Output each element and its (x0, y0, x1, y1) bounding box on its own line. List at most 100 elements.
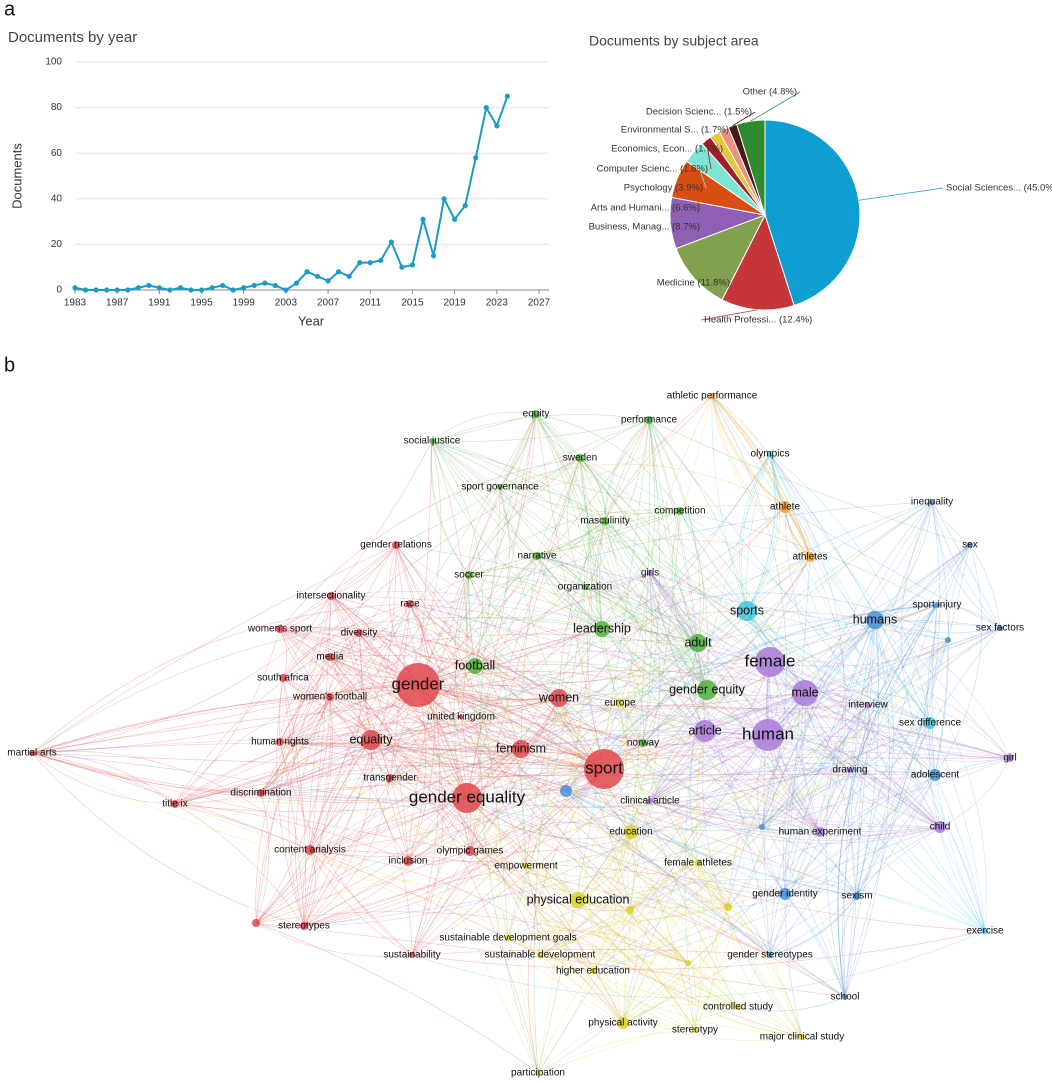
edge (536, 555, 603, 630)
edge (931, 501, 1001, 629)
edge (804, 692, 857, 998)
edge (466, 413, 537, 799)
edge (649, 572, 806, 694)
edge (648, 419, 971, 546)
edge (409, 603, 739, 1008)
edge (761, 722, 931, 828)
edge (431, 440, 699, 644)
edge (737, 996, 846, 1012)
edge (929, 722, 986, 932)
edge (260, 572, 651, 794)
edge (358, 632, 560, 699)
edge (649, 572, 706, 732)
edge (604, 419, 650, 522)
edge (800, 692, 821, 833)
edge (474, 665, 821, 833)
node (590, 968, 596, 974)
edge (630, 627, 1001, 833)
edge (684, 453, 771, 1031)
edge (711, 395, 787, 828)
edge (630, 610, 748, 833)
edge (499, 486, 606, 522)
edge (584, 586, 708, 691)
node (934, 821, 946, 833)
edge (468, 486, 501, 576)
edge (431, 412, 537, 442)
edge (431, 440, 538, 557)
edge (934, 544, 983, 776)
edge (784, 893, 803, 1038)
edge (842, 604, 938, 998)
node (396, 663, 440, 707)
node (535, 1070, 541, 1076)
edge (417, 684, 821, 833)
edge (303, 850, 471, 927)
edge (769, 895, 858, 956)
edge (536, 555, 949, 641)
edge (630, 501, 933, 833)
edge (629, 909, 739, 1008)
edge (649, 767, 851, 802)
point (336, 269, 342, 275)
edge (431, 440, 470, 576)
edge (629, 769, 851, 911)
edge (330, 595, 391, 779)
edge (630, 510, 681, 833)
edge (260, 705, 1011, 794)
edge (767, 619, 876, 736)
node (252, 919, 260, 927)
node (647, 798, 653, 804)
point (409, 262, 416, 268)
edge (507, 937, 624, 1024)
edge (629, 769, 851, 911)
edge (469, 697, 560, 852)
edge (931, 501, 971, 546)
edge (577, 800, 651, 901)
edge (279, 628, 360, 634)
edge (630, 831, 696, 1031)
node-label: gender equity (669, 682, 746, 696)
point (452, 216, 458, 222)
node-label: inequality (911, 497, 953, 508)
node-label: gender stereotypes (727, 950, 813, 961)
edge (630, 722, 931, 833)
edge (565, 501, 933, 792)
node (997, 625, 1003, 631)
node (386, 774, 394, 782)
x-tick-label: 1983 (64, 298, 87, 309)
node (982, 928, 988, 934)
edge (174, 632, 360, 805)
edge (468, 509, 681, 576)
edge (649, 800, 941, 844)
edge (525, 865, 696, 1031)
edge (31, 752, 468, 802)
edge (260, 604, 938, 794)
node-label: sport (585, 758, 623, 777)
edge (370, 722, 821, 833)
point (462, 203, 468, 209)
edge (31, 697, 560, 754)
edge (706, 556, 811, 691)
edge (535, 413, 606, 522)
node (735, 1004, 741, 1010)
edge (466, 797, 986, 932)
edge (697, 862, 739, 1008)
edge (460, 506, 786, 718)
node-label: equality (349, 732, 393, 746)
edge (763, 661, 771, 956)
slice-label: Decision Scienc... (1.5%) (646, 107, 752, 118)
edge (507, 937, 539, 1074)
edge (601, 628, 739, 1008)
edge (417, 684, 539, 1074)
edge (539, 862, 699, 956)
edge (330, 595, 471, 852)
edge (648, 419, 701, 644)
edge (431, 440, 467, 718)
node (276, 738, 284, 746)
edge (539, 906, 729, 957)
edge (499, 486, 708, 691)
edge (409, 603, 689, 964)
edge (468, 556, 811, 598)
edge (601, 592, 949, 641)
edge (603, 610, 748, 770)
